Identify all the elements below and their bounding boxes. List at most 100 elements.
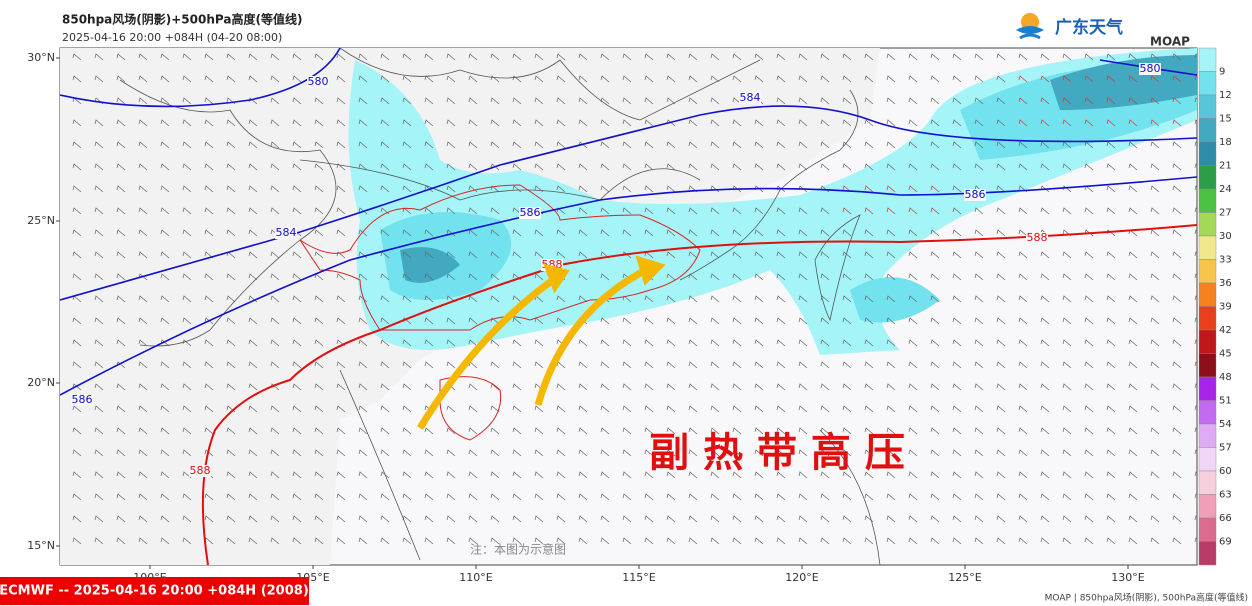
wind-barb <box>622 383 632 391</box>
wind-barb <box>402 185 412 193</box>
wind-barb <box>468 427 478 435</box>
wind-barb <box>886 493 896 501</box>
wind-barb <box>886 339 896 347</box>
wind-barb <box>314 229 324 237</box>
colorbar-label: 63 <box>1219 490 1232 501</box>
wind-barb <box>930 97 940 105</box>
wind-barb <box>754 141 764 149</box>
wind-barb <box>226 53 236 61</box>
wind-barb <box>556 141 566 149</box>
wind-barb <box>490 163 500 171</box>
contour-584 <box>60 105 1197 301</box>
wind-barb <box>138 405 148 413</box>
wind-barb <box>226 295 236 303</box>
wind-barb <box>314 207 324 215</box>
wind-barb <box>1194 295 1197 301</box>
wind-barb <box>446 515 456 523</box>
wind-barb <box>446 251 456 259</box>
wind-barb <box>336 141 346 149</box>
map-title: 850hpa风场(阴影)+500hPa高度(等值线) <box>62 12 302 27</box>
wind-barb <box>270 119 280 127</box>
wind-barb <box>754 163 764 171</box>
wind-barb <box>468 75 478 83</box>
wind-barb <box>380 427 390 435</box>
wind-barb <box>358 339 368 347</box>
wind-barb <box>666 339 676 347</box>
wind-barb <box>644 339 654 347</box>
wind-barb <box>864 471 874 479</box>
wind-barb <box>666 75 676 83</box>
wind-barb <box>248 251 258 259</box>
colorbar-box <box>1198 235 1217 260</box>
wind-barb <box>138 75 148 83</box>
wind-barb <box>446 295 456 303</box>
wind-barb <box>798 339 808 347</box>
wind-barb <box>534 53 544 61</box>
wind-barb <box>336 361 346 369</box>
wind-barb <box>270 361 280 369</box>
wind-barb <box>380 141 390 149</box>
wind-barb <box>820 141 830 149</box>
wind-barb <box>402 449 412 457</box>
wind-barb <box>1106 405 1116 413</box>
wind-barb <box>1172 405 1182 413</box>
wind-barb <box>1172 383 1182 391</box>
wind-barb <box>644 449 654 457</box>
wind-barb <box>424 515 434 523</box>
wind-barb <box>688 405 698 413</box>
wind-barb <box>1194 427 1197 433</box>
wind-barb <box>578 163 588 171</box>
wind-barb <box>578 295 588 303</box>
wind-barb <box>974 449 984 457</box>
wind-barb <box>886 119 896 127</box>
wind-barb <box>732 75 742 83</box>
lat-label: 15°N <box>27 539 55 552</box>
wind-barb <box>424 119 434 127</box>
wind-barb <box>512 251 522 259</box>
wind-barb <box>930 471 940 479</box>
wind-barb <box>358 405 368 413</box>
wind-barb <box>138 229 148 237</box>
wind-barb <box>1018 251 1028 259</box>
wind-barb <box>226 449 236 457</box>
wind-barb <box>226 515 236 523</box>
wind-barb <box>446 317 456 325</box>
wind-barb <box>248 405 258 413</box>
wind-barb <box>930 339 940 347</box>
colorbar-label: 39 <box>1219 302 1232 313</box>
wind-barb <box>248 185 258 193</box>
wind-barb <box>446 537 456 545</box>
wind-barb <box>798 471 808 479</box>
wind-barb <box>314 119 324 127</box>
wind-barb <box>182 141 192 149</box>
wind-barb <box>578 383 588 391</box>
wind-barb <box>336 383 346 391</box>
wind-barb <box>578 449 588 457</box>
wind-barb <box>1172 537 1182 545</box>
wind-barb <box>292 185 302 193</box>
wind-barb <box>94 383 104 391</box>
wind-barb <box>402 251 412 259</box>
wind-barb <box>666 163 676 171</box>
wind-barb <box>336 449 346 457</box>
wind-barb <box>358 493 368 501</box>
wind-barb <box>754 53 764 61</box>
wind-barb <box>226 361 236 369</box>
wind-barb <box>446 273 456 281</box>
wind-barb <box>776 427 786 435</box>
wind-barb <box>182 273 192 281</box>
wind-barb <box>1128 251 1138 259</box>
wind-barb <box>248 141 258 149</box>
wind-barb <box>666 53 676 61</box>
wind-barb <box>996 493 1006 501</box>
wind-barb <box>138 251 148 259</box>
wind-barb <box>556 405 566 413</box>
wind-barb <box>556 383 566 391</box>
wind-barb <box>622 141 632 149</box>
wind-barb <box>72 53 82 61</box>
wind-barb <box>358 53 368 61</box>
wind-barb <box>842 97 852 105</box>
wind-barb <box>446 449 456 457</box>
wind-barb <box>974 537 984 545</box>
wind-barb <box>226 537 236 545</box>
